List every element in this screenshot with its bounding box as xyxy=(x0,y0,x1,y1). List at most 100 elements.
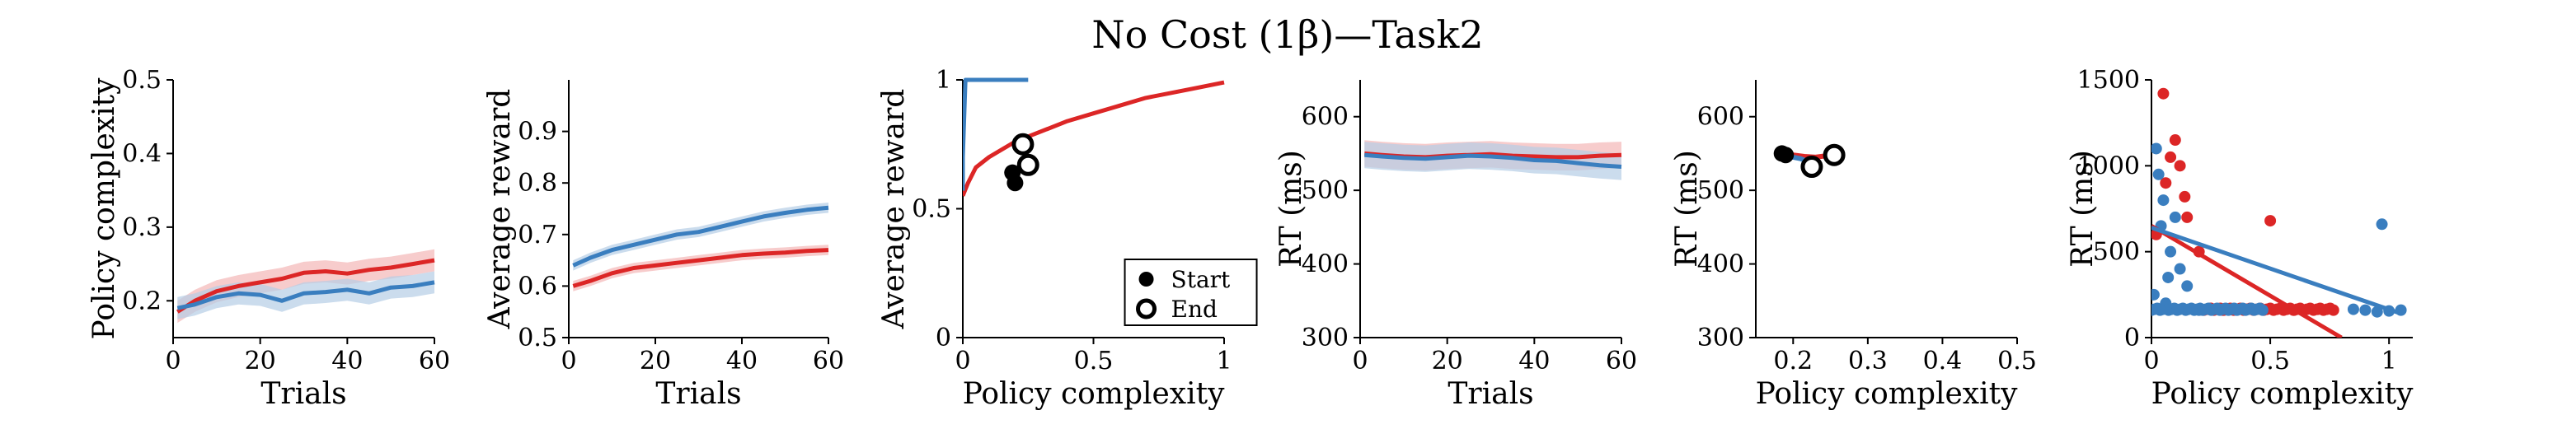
legend-label: End xyxy=(1171,296,1218,323)
x-axis-label: Policy complexity xyxy=(963,377,1226,411)
blue-floor-point xyxy=(2256,304,2269,316)
y-tick-label: 0.5 xyxy=(912,195,951,224)
panel-5: 0.2 0.3 0.4 0.5 300 400 500 600 Policy complexit… xyxy=(1670,80,2037,411)
blue-band xyxy=(573,203,828,271)
blue-end-marker xyxy=(1800,156,1823,179)
x-axis-label: Policy complexity xyxy=(1756,377,2019,411)
blue-data-point xyxy=(2174,263,2186,275)
red-curve xyxy=(963,80,1225,197)
x-tick-label: 60 xyxy=(419,347,450,375)
y-axis-label: RT (ms) xyxy=(1274,150,1308,268)
red-end-marker xyxy=(1823,143,1846,166)
red-data-point xyxy=(2157,87,2170,100)
red-fit-line xyxy=(2151,224,2343,338)
red-data-point xyxy=(2174,160,2186,172)
red-end-marker xyxy=(1016,153,1039,176)
blue-data-point xyxy=(2152,168,2165,180)
y-axis-label: RT (ms) xyxy=(2066,150,2100,268)
y-tick-label: 0.6 xyxy=(518,272,557,301)
red-data-point xyxy=(2264,215,2277,227)
x-tick-label: 40 xyxy=(331,347,363,375)
x-tick-label: 0.5 xyxy=(1074,347,1114,375)
y-tick-label: 500 xyxy=(1302,176,1349,205)
y-tick-label: 0.9 xyxy=(518,118,557,147)
red-data-point xyxy=(2179,190,2191,203)
y-axis-label: Policy complexity xyxy=(87,77,121,340)
y-tick-label: 0 xyxy=(2124,324,2140,352)
y-axis-label: Average reward xyxy=(483,89,517,330)
y-tick-label: 600 xyxy=(1697,103,1744,132)
blue-end-marker xyxy=(1011,133,1035,156)
y-tick-label: 500 xyxy=(1697,176,1744,205)
panel-6: 0 0.5 1 0 500 1000 1500 Policy complexity RT (ms… xyxy=(2066,66,2414,411)
red-data-point xyxy=(2169,134,2181,147)
x-tick-label: 1 xyxy=(2381,347,2397,375)
x-axis-label: Policy complexity xyxy=(2151,377,2414,411)
plot-area xyxy=(1364,140,1622,180)
blue-series-line xyxy=(176,280,435,310)
x-tick-label: 0 xyxy=(165,347,181,375)
x-axis-label: Trials xyxy=(655,377,741,411)
blue-series-line xyxy=(1364,152,1622,169)
x-tick-label: 60 xyxy=(1606,347,1637,375)
legend-label: Start xyxy=(1171,266,1232,293)
red-series-line xyxy=(176,258,435,314)
y-tick-label: 1000 xyxy=(2077,152,2140,180)
red-floor-point xyxy=(2327,304,2339,316)
y-axis-label: RT (ms) xyxy=(1670,150,1704,268)
y-tick-label: 400 xyxy=(1302,250,1349,279)
blue-data-point xyxy=(2165,245,2177,258)
x-tick-label: 1 xyxy=(1216,347,1232,375)
blue-start-marker xyxy=(1004,164,1021,181)
y-tick-label: 0.5 xyxy=(518,324,557,352)
blue-data-point xyxy=(2162,271,2175,283)
blue-data-point xyxy=(2151,142,2162,155)
x-tick-label: 40 xyxy=(1518,347,1550,375)
blue-data-point xyxy=(2151,288,2160,301)
blue-data-point xyxy=(2376,218,2388,231)
blue-series-line xyxy=(572,205,829,268)
blue-data-point xyxy=(2359,304,2372,316)
blue-data-point xyxy=(2347,303,2359,315)
panel-4: 0 20 40 60 300 400 500 600 Trials RT (ms) xyxy=(1274,80,1637,411)
x-tick-label: 0 xyxy=(561,347,576,375)
x-tick-label: 60 xyxy=(813,347,844,375)
legend-end-marker xyxy=(1136,298,1157,319)
x-tick-label: 0 xyxy=(2143,347,2159,375)
y-tick-label: 1 xyxy=(936,66,951,95)
blue-data-point xyxy=(2157,194,2170,207)
plot-area xyxy=(963,77,1225,197)
x-tick-label: 20 xyxy=(245,347,276,375)
y-tick-label: 0.2 xyxy=(122,287,162,315)
panel-1: 0 20 40 60 0.2 0.3 0.4 0.5 Trials Policy complexi… xyxy=(87,66,450,411)
legend-start-marker xyxy=(1138,272,1154,287)
blue-start-marker xyxy=(1777,147,1795,164)
y-tick-label: 0.8 xyxy=(518,169,557,198)
panel-2: 0 20 40 60 0.5 0.6 0.7 0.8 0.9 Trials Average rewa… xyxy=(483,80,844,411)
plot-area xyxy=(2151,87,2407,338)
y-tick-label: 300 xyxy=(1302,324,1349,352)
y-axis-label: Average reward xyxy=(877,89,911,330)
red-data-point xyxy=(2181,211,2194,223)
x-tick-label: 0.5 xyxy=(2250,347,2290,375)
y-tick-label: 1500 xyxy=(2077,66,2140,95)
plot-area xyxy=(176,249,435,324)
x-tick-label: 0 xyxy=(955,347,970,375)
blue-fit-line xyxy=(2151,226,2402,316)
red-band xyxy=(177,249,435,324)
y-tick-label: 0.5 xyxy=(122,66,162,95)
x-tick-label: 20 xyxy=(1432,347,1463,375)
y-tick-label: 600 xyxy=(1302,103,1349,132)
y-tick-label: 0.7 xyxy=(518,221,557,249)
x-tick-label: 0.4 xyxy=(1923,347,1963,375)
x-tick-label: 40 xyxy=(726,347,758,375)
y-tick-label: 0.4 xyxy=(122,139,162,168)
x-tick-label: 0.3 xyxy=(1848,347,1888,375)
y-tick-label: 0.3 xyxy=(122,213,162,242)
blue-data-point xyxy=(2169,211,2181,223)
y-tick-label: 0 xyxy=(936,324,951,352)
blue-data-point xyxy=(2371,305,2383,318)
x-tick-label: 0 xyxy=(1352,347,1368,375)
red-series-line xyxy=(572,248,829,288)
